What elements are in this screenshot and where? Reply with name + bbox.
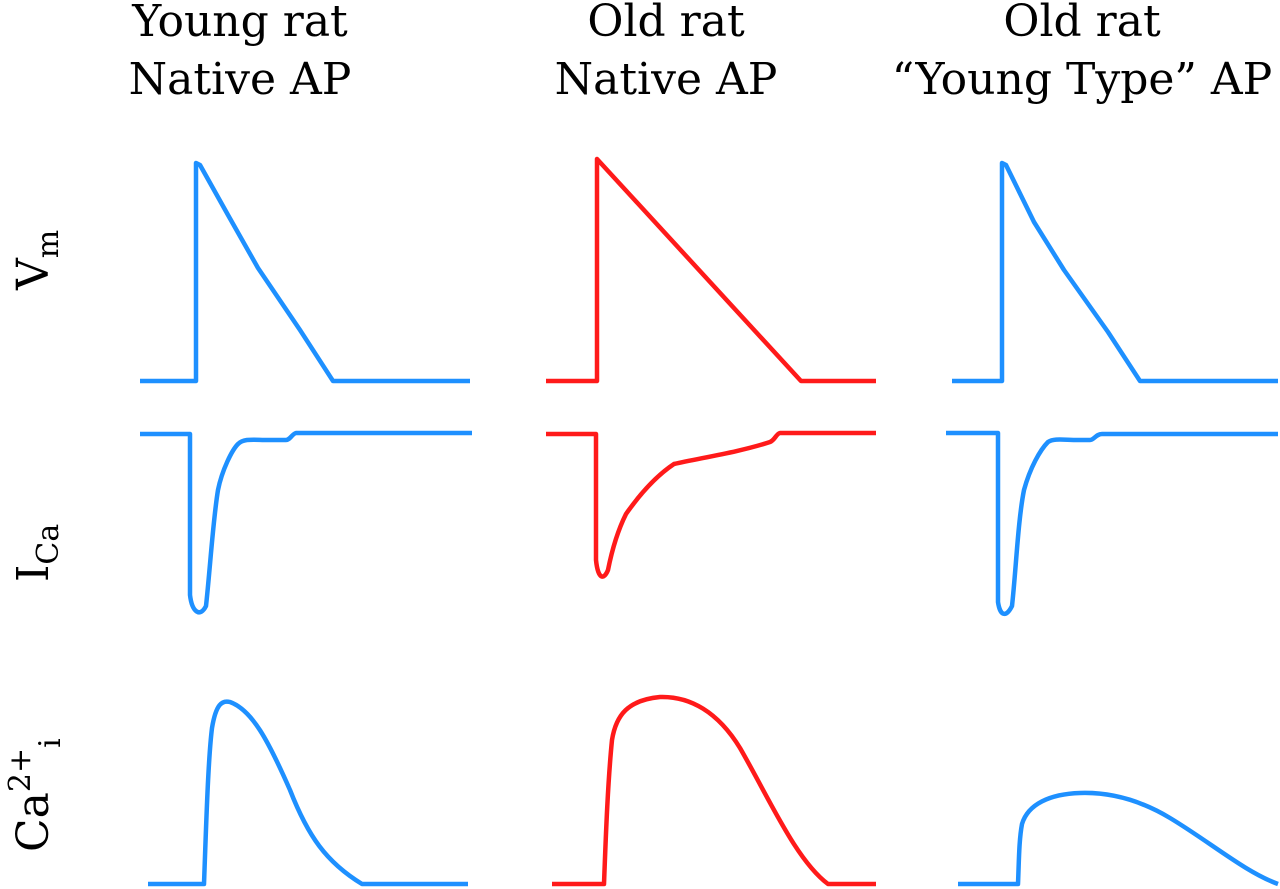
row-label-cai-sup: 2+: [3, 748, 38, 792]
row-label-cai-sub: i: [33, 738, 68, 748]
col-title-young-native-line2: Native AP: [129, 54, 352, 105]
trace-old-young-type-cai: [958, 790, 1279, 887]
col-title-old-young-type-line1: Old rat: [1003, 0, 1161, 47]
row-label-cai-main: Ca: [8, 792, 59, 852]
row-label-vm: Vm: [8, 230, 66, 291]
col-title-old-young-type-line2: “Young Type” AP: [892, 54, 1273, 105]
col-title-old-native-line1: Old rat: [587, 0, 745, 47]
row-label-ica-sub: Ca: [31, 524, 66, 565]
trace-old-young-type-ica: [946, 430, 1278, 616]
row-label-ica-main: I: [8, 565, 59, 582]
row-label-cai: Ca2+i: [3, 738, 68, 852]
row-label-ica: ICa: [8, 524, 66, 582]
trace-young-native-cai: [148, 699, 468, 887]
trace-young-native-vm: [140, 160, 470, 384]
col-title-old-native-line2: Native AP: [555, 54, 778, 105]
col-title-young-native-line1: Young rat: [131, 0, 348, 47]
trace-old-native-ica: [546, 430, 876, 579]
row-label-vm-main: V: [8, 257, 59, 291]
trace-old-native-vm: [546, 156, 876, 384]
trace-old-native-cai: [552, 694, 876, 887]
row-label-vm-sub: m: [31, 230, 66, 258]
trace-old-young-type-vm: [952, 160, 1278, 384]
trace-young-native-ica: [140, 430, 472, 615]
